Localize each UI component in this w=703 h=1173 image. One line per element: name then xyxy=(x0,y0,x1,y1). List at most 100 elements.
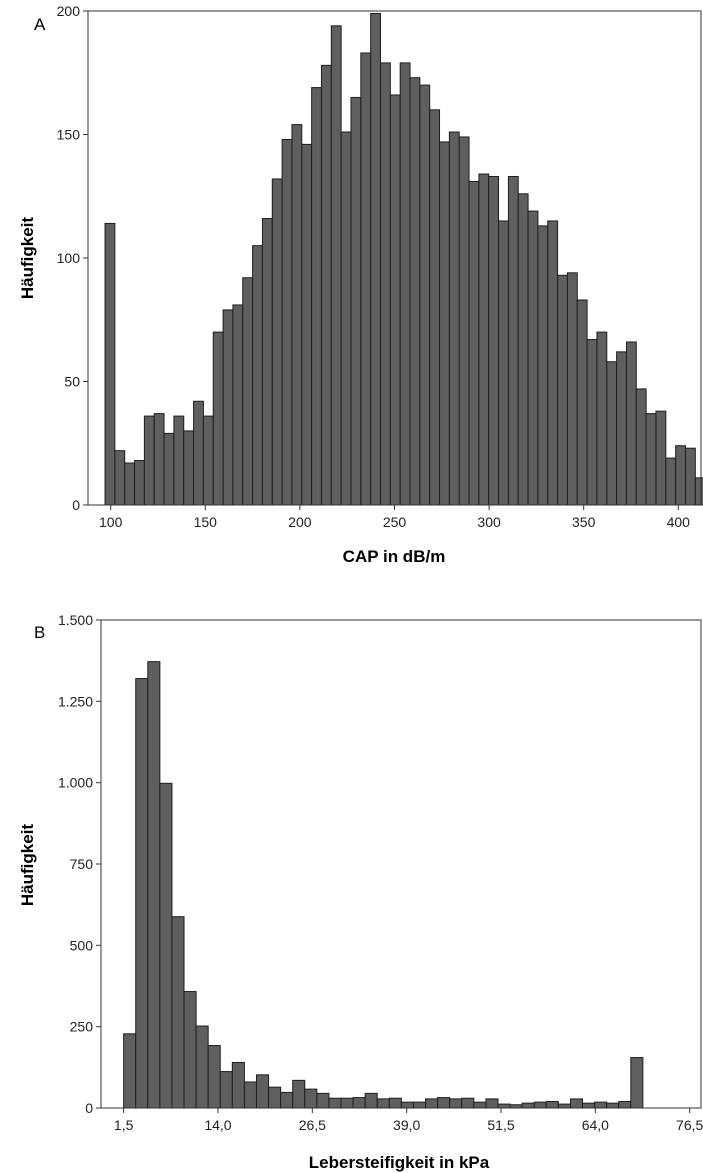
histogram-bar-lebersteifigkeit xyxy=(207,1045,221,1109)
histogram-bar-cap xyxy=(468,180,480,506)
x-tick-label: 300 xyxy=(477,514,501,530)
histogram-bar-cap xyxy=(153,413,165,506)
bars-lebersteifigkeit xyxy=(123,661,644,1109)
histogram-bar-cap xyxy=(586,339,598,506)
histogram-bar-lebersteifigkeit xyxy=(352,1097,366,1109)
histogram-bar-cap xyxy=(291,124,303,506)
histogram-bar-cap xyxy=(458,136,470,506)
x-tick-label: 200 xyxy=(288,514,312,530)
x-tick-label: 26,5 xyxy=(299,1117,326,1133)
histogram-bar-lebersteifigkeit xyxy=(388,1097,402,1109)
y-tick-label: 250 xyxy=(70,1019,94,1035)
histogram-bar-lebersteifigkeit xyxy=(255,1074,270,1109)
histogram-bar-cap xyxy=(311,87,322,506)
x-tick-label: 64,0 xyxy=(582,1117,609,1133)
histogram-bar-cap xyxy=(114,450,126,506)
histogram-bar-cap xyxy=(360,52,372,506)
bars-cap xyxy=(104,12,703,506)
x-tick-label: 39,0 xyxy=(393,1117,420,1133)
histogram-bar-cap xyxy=(448,131,460,506)
y-tick-label: 0 xyxy=(85,1100,93,1116)
x-tick-label: 150 xyxy=(194,514,218,530)
histogram-bar-cap xyxy=(350,96,362,506)
histogram-bar-cap xyxy=(409,77,421,506)
histogram-bar-cap xyxy=(183,430,195,506)
histogram-bar-cap xyxy=(193,400,204,506)
histogram-bar-lebersteifigkeit xyxy=(243,1081,257,1109)
x-axis-title-lebersteifigkeit: Lebersteifigkeit in kPa xyxy=(309,1153,490,1172)
y-tick-label: 1.500 xyxy=(58,612,93,628)
histogram-bar-lebersteifigkeit xyxy=(545,1100,559,1109)
histogram-bar-lebersteifigkeit xyxy=(147,661,161,1109)
histogram-bar-lebersteifigkeit xyxy=(412,1101,427,1109)
histogram-bar-cap xyxy=(389,94,401,506)
histogram-bar-lebersteifigkeit xyxy=(123,1033,137,1109)
x-tick-label: 350 xyxy=(572,514,596,530)
histogram-bar-cap xyxy=(507,175,519,506)
x-tick-label: 76,5 xyxy=(676,1117,703,1133)
histogram-bar-cap xyxy=(134,460,145,506)
histogram-bar-lebersteifigkeit xyxy=(340,1097,354,1109)
y-tick-label: 100 xyxy=(57,250,81,266)
histogram-bar-lebersteifigkeit xyxy=(171,916,185,1109)
histogram-bar-cap xyxy=(606,361,618,506)
histogram-bar-cap xyxy=(163,432,175,506)
x-axis-ticks-cap: 100 150 200 250 300 350 400 xyxy=(99,505,690,530)
histogram-bar-cap xyxy=(301,143,313,506)
histogram-bar-lebersteifigkeit xyxy=(376,1098,390,1109)
y-tick-label: 200 xyxy=(57,3,81,19)
x-tick-label: 250 xyxy=(383,514,407,530)
y-axis-title-lebersteifigkeit: Häufigkeit xyxy=(18,824,37,907)
histogram-bar-lebersteifigkeit xyxy=(485,1098,499,1109)
y-tick-label: 1.000 xyxy=(58,775,93,791)
histogram-bar-lebersteifigkeit xyxy=(521,1102,535,1109)
y-tick-label: 1.250 xyxy=(58,693,93,709)
histogram-bar-lebersteifigkeit xyxy=(328,1097,342,1109)
histogram-bar-cap xyxy=(566,272,578,506)
y-axis-ticks-cap: 0 50 100 150 200 xyxy=(57,3,88,513)
histogram-bar-cap xyxy=(222,309,234,506)
histogram-bar-lebersteifigkeit xyxy=(292,1079,306,1109)
histogram-bar-cap xyxy=(478,173,490,506)
histogram-bar-lebersteifigkeit xyxy=(219,1071,233,1109)
histogram-bar-cap xyxy=(488,175,500,506)
histogram-bar-lebersteifigkeit xyxy=(473,1101,487,1109)
histogram-bar-lebersteifigkeit xyxy=(304,1088,318,1109)
histogram-bar-cap xyxy=(399,62,411,506)
histogram-bar-lebersteifigkeit xyxy=(159,782,173,1109)
histogram-bar-lebersteifigkeit xyxy=(316,1092,330,1109)
x-tick-label: 51,5 xyxy=(487,1117,514,1133)
histogram-bar-cap xyxy=(665,457,677,506)
histogram-bar-lebersteifigkeit xyxy=(195,1025,209,1109)
x-tick-label: 400 xyxy=(667,514,691,530)
histogram-bar-cap xyxy=(340,131,352,506)
y-tick-label: 500 xyxy=(70,937,94,953)
histogram-bar-cap xyxy=(419,84,431,506)
histogram-bar-lebersteifigkeit xyxy=(400,1101,414,1109)
histogram-bar-lebersteifigkeit xyxy=(606,1102,620,1109)
histogram-bar-cap xyxy=(330,25,342,506)
histogram-bar-cap xyxy=(517,193,529,506)
histogram-bar-lebersteifigkeit xyxy=(618,1100,632,1109)
histogram-bar-lebersteifigkeit xyxy=(437,1097,451,1109)
histogram-bar-cap xyxy=(212,331,224,506)
histogram-bar-cap xyxy=(271,178,283,506)
histogram-bar-cap xyxy=(429,109,441,506)
histogram-bar-lebersteifigkeit xyxy=(533,1101,547,1109)
histogram-bar-lebersteifigkeit xyxy=(557,1103,571,1109)
histogram-bar-cap xyxy=(281,138,293,506)
histogram-bar-lebersteifigkeit xyxy=(280,1091,294,1109)
histogram-bar-lebersteifigkeit xyxy=(594,1101,608,1109)
x-tick-label: 1,5 xyxy=(114,1117,134,1133)
histogram-bar-cap xyxy=(124,462,136,506)
histogram-bar-cap xyxy=(625,341,637,506)
histogram-bar-cap xyxy=(635,388,647,506)
y-tick-label: 0 xyxy=(72,497,80,513)
histogram-bar-cap xyxy=(380,62,391,506)
histogram-bar-cap xyxy=(242,277,254,506)
histogram-bar-cap xyxy=(104,222,116,506)
histogram-bar-lebersteifigkeit xyxy=(425,1098,439,1109)
histogram-bar-cap xyxy=(616,351,627,506)
panel-label-b: B xyxy=(34,623,45,642)
